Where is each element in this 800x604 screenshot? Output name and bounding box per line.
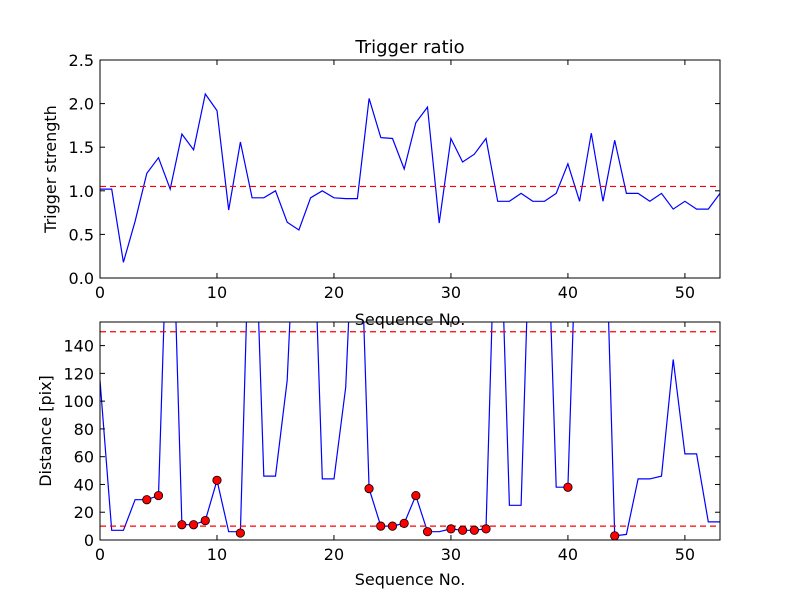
data-point-marker <box>422 527 433 537</box>
series-line <box>100 92 720 263</box>
data-point-marker <box>446 524 456 534</box>
y-tick-label: 2.0 <box>69 95 94 114</box>
trigger-ratio-chart: Trigger ratio 0 10 20 30 40 50 0.0 0.5 1.0 1.5 2.0… <box>41 37 721 329</box>
y-tick-label: 1.5 <box>69 138 94 157</box>
x-tick-label: 0 <box>95 283 105 302</box>
data-point-marker <box>364 484 374 494</box>
data-point-marker <box>177 520 187 530</box>
data-point-marker <box>387 521 398 531</box>
y-tick-label: 0 <box>84 531 94 550</box>
data-point-marker <box>411 490 421 501</box>
x-tick-label: 20 <box>324 283 344 302</box>
x-tick-label: 10 <box>207 283 227 302</box>
y-tick-label: 20 <box>74 503 94 522</box>
y-tick-label: 40 <box>74 475 94 494</box>
x-tick-label: 30 <box>441 283 461 302</box>
distance-chart: 0 10 20 30 40 50 0 20 40 60 80 100 120 140 Distance [… <box>36 321 721 589</box>
y-tick-label: 120 <box>63 364 94 383</box>
x-tick-label: 10 <box>207 545 227 564</box>
data-point-marker <box>376 521 386 531</box>
data-point-marker <box>188 520 199 530</box>
data-point-marker <box>153 490 164 501</box>
x-axis-label: Sequence No. <box>355 570 466 589</box>
y-tick-label: 1.0 <box>69 182 94 201</box>
x-tick-label: 0 <box>95 545 105 564</box>
y-tick-label: 0.5 <box>69 225 94 244</box>
y-axis-label: Trigger strength <box>41 105 60 234</box>
x-tick-label: 50 <box>675 283 695 302</box>
y-tick-label: 80 <box>74 420 94 439</box>
x-tick-label: 50 <box>675 545 695 564</box>
plot-frame <box>99 321 721 541</box>
x-axis-label: Sequence No. <box>355 310 466 329</box>
data-point-marker <box>563 482 573 492</box>
data-point-marker <box>212 475 222 485</box>
y-tick-label: 60 <box>74 448 94 467</box>
data-point-marker <box>235 528 245 538</box>
data-point-marker <box>469 525 479 535</box>
data-point-marker <box>481 524 491 534</box>
y-axis-label: Distance [pix] <box>36 375 55 487</box>
data-point-marker <box>458 525 468 535</box>
plot-frame <box>99 59 721 279</box>
data-point-marker <box>200 515 210 526</box>
y-tick-label: 140 <box>63 337 94 356</box>
x-tick-label: 40 <box>558 283 578 302</box>
x-tick-label: 30 <box>441 545 461 564</box>
data-point-marker <box>399 518 409 528</box>
x-tick-label: 20 <box>324 545 344 564</box>
data-point-marker <box>142 495 152 505</box>
chart-title: Trigger ratio <box>354 37 464 58</box>
y-tick-label: 0.0 <box>69 269 94 288</box>
y-tick-label: 2.5 <box>69 51 94 70</box>
y-tick-label: 100 <box>63 392 94 411</box>
data-point-marker <box>610 531 620 541</box>
x-tick-label: 40 <box>558 545 578 564</box>
